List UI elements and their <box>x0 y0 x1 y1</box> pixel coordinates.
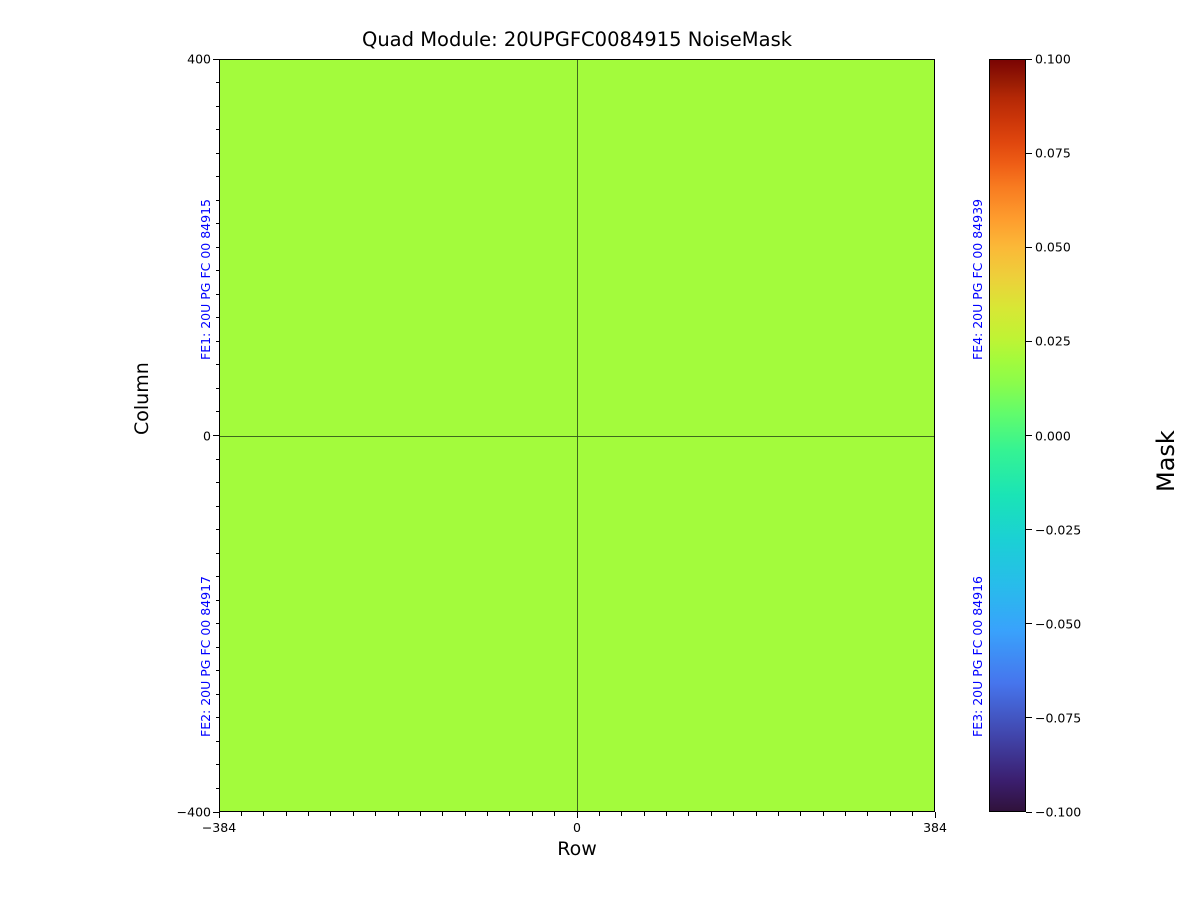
plot-title: Quad Module: 20UPGFC0084915 NoiseMask <box>361 28 793 51</box>
fe-label-fe2: FE2: 20U PG FC 00 84917 <box>198 576 213 737</box>
x-tick-minor <box>531 812 533 816</box>
colorbar-tick <box>1026 152 1032 154</box>
x-tick-minor <box>285 812 287 816</box>
colorbar-tick-label: 0.025 <box>1035 333 1071 349</box>
x-tick-minor <box>733 812 735 816</box>
x-tick-minor <box>800 812 802 816</box>
x-tick-minor <box>419 812 421 816</box>
x-tick-label: −384 <box>201 820 237 835</box>
x-tick-minor <box>554 812 556 816</box>
x-tick-minor <box>330 812 332 816</box>
colorbar-tick <box>1026 58 1032 60</box>
colorbar-tick-label: 0.000 <box>1035 428 1071 443</box>
colorbar-tick <box>1026 246 1032 248</box>
x-tick-minor <box>509 812 511 816</box>
x-tick-minor <box>598 812 600 816</box>
x-tick-minor <box>621 812 623 816</box>
y-tick-label: 400 <box>187 51 211 67</box>
x-tick-minor <box>845 812 846 816</box>
quadrant-divider-horizontal <box>220 435 934 437</box>
colorbar-tick-label: 0.100 <box>1035 51 1071 67</box>
colorbar-label: Mask <box>1152 430 1180 492</box>
colorbar-tick-label: 0.075 <box>1035 145 1071 161</box>
fe-label-fe4: FE4: 20U PG FC 00 84939 <box>970 199 985 360</box>
fe-label-fe3: FE3: 20U PG FC 00 84916 <box>970 576 985 737</box>
fe-label-fe1: FE1: 20U PG FC 00 84915 <box>198 199 213 360</box>
x-axis-label: Row <box>557 838 597 860</box>
x-tick-minor <box>397 812 399 816</box>
x-tick-minor <box>442 812 444 816</box>
x-tick-major <box>934 812 936 818</box>
x-tick-major <box>218 812 220 818</box>
x-tick-minor <box>666 812 667 816</box>
x-tick-minor <box>867 812 869 816</box>
x-tick-minor <box>375 812 377 816</box>
colorbar-tick-label: 0.050 <box>1035 239 1071 255</box>
x-tick-minor <box>240 812 242 816</box>
x-tick-label: 0 <box>573 820 581 835</box>
colorbar-tick <box>1026 435 1032 437</box>
colorbar-tick <box>1026 340 1032 342</box>
x-tick-minor <box>912 812 914 816</box>
x-tick-label: 384 <box>923 820 947 835</box>
x-tick-minor <box>688 812 690 816</box>
x-tick-minor <box>777 812 779 816</box>
colorbar-tick-label: −0.100 <box>1035 804 1082 820</box>
colorbar-tick <box>1026 529 1032 531</box>
colorbar-tick-label: −0.075 <box>1035 710 1082 726</box>
x-tick-minor <box>710 812 712 816</box>
x-tick-minor <box>889 812 891 816</box>
x-tick-minor <box>487 812 488 816</box>
heatmap-axes <box>219 59 935 812</box>
colorbar-tick <box>1026 717 1032 719</box>
x-tick-minor <box>308 812 309 816</box>
colorbar-tick <box>1026 623 1032 625</box>
colorbar-tick <box>1026 811 1032 813</box>
x-tick-minor <box>643 812 645 816</box>
x-tick-minor <box>822 812 824 816</box>
colorbar <box>989 59 1026 812</box>
x-tick-minor <box>263 812 265 816</box>
y-axis-label: Column <box>131 362 153 435</box>
x-tick-minor <box>464 812 466 816</box>
y-tick-label: −400 <box>176 804 211 820</box>
colorbar-tick-label: −0.025 <box>1035 522 1082 538</box>
x-tick-minor <box>755 812 757 816</box>
x-tick-minor <box>352 812 354 816</box>
x-tick-major <box>576 812 578 818</box>
colorbar-tick-label: −0.050 <box>1035 616 1082 632</box>
